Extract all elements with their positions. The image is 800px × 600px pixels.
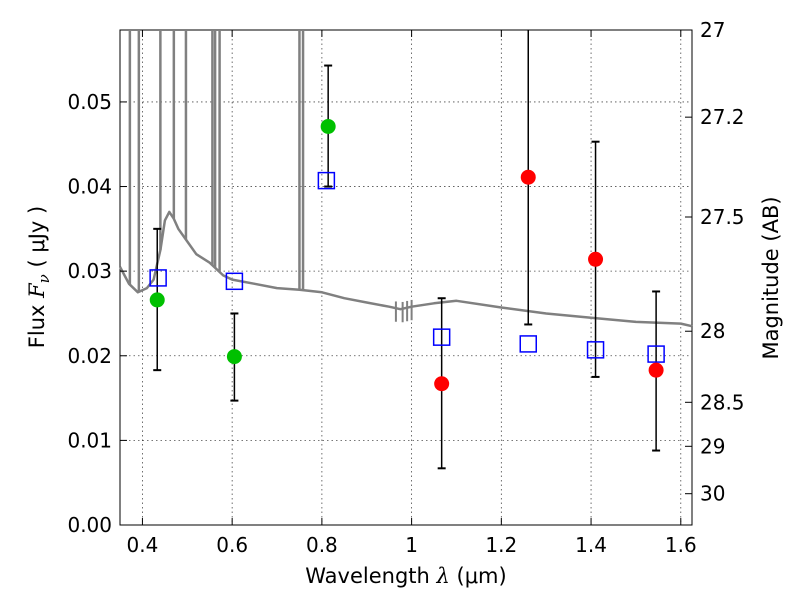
y-title-symbol: F bbox=[25, 282, 49, 299]
x-title-suffix: (μm) bbox=[450, 564, 507, 588]
model-photometry-square bbox=[432, 328, 451, 346]
detections-red-point bbox=[434, 376, 450, 392]
y-title-suffix: ( μJy ) bbox=[25, 206, 49, 274]
plot-frame bbox=[119, 29, 693, 526]
detections-green-point bbox=[226, 349, 242, 365]
y-tick-label: 0.03 bbox=[67, 259, 112, 283]
model-photometry-square bbox=[586, 341, 605, 359]
detections-red-point bbox=[648, 362, 664, 378]
spectrum-line bbox=[118, 210, 693, 328]
x-tick-label: 0.6 bbox=[216, 533, 248, 557]
y-axis-title: Flux Fν ( μJy ) bbox=[25, 206, 53, 348]
y2-tick-label: 29 bbox=[700, 434, 725, 458]
y-tick-label: 0.00 bbox=[67, 513, 112, 537]
grid-layer bbox=[120, 30, 692, 525]
x-title-prefix: Wavelength bbox=[305, 564, 436, 588]
y-tick-label: 0.05 bbox=[67, 90, 112, 114]
y-title-prefix: Flux bbox=[25, 298, 49, 348]
detections-red-point bbox=[588, 251, 604, 267]
y-tick-label: 0.01 bbox=[67, 428, 112, 452]
model-photometry-square bbox=[225, 272, 244, 291]
model-photometry-square bbox=[647, 345, 665, 363]
y-tick-label: 0.02 bbox=[67, 344, 112, 368]
x-tick-label: 1.6 bbox=[665, 533, 697, 557]
spectrum-layer bbox=[118, 30, 693, 328]
x-tick-label: 1.2 bbox=[485, 533, 517, 557]
y2-tick-label: 28 bbox=[700, 319, 725, 343]
detections-red-point bbox=[520, 169, 536, 185]
y2-tick-label: 27.5 bbox=[700, 205, 745, 229]
detections-green-point bbox=[149, 292, 165, 308]
y2-tick-label: 27.2 bbox=[700, 105, 745, 129]
y2-axis-title: Magnitude (AB) bbox=[759, 196, 783, 359]
y2-tick-label: 28.5 bbox=[700, 390, 745, 414]
y2-tick-label: 27 bbox=[700, 18, 725, 42]
marker-layer bbox=[149, 118, 665, 392]
model-photometry-square bbox=[317, 171, 336, 190]
x-tick-label: 1.4 bbox=[575, 533, 607, 557]
errorbar-layer bbox=[153, 30, 661, 470]
tick-layer: 0.4 0.6 0.8 1 1.2 1.4 1.6 0.00 0.01 0.02 0.03 0.04 0… bbox=[67, 18, 744, 557]
model-photometry-square bbox=[149, 269, 167, 287]
x-title-symbol: λ bbox=[436, 564, 450, 588]
model-photometry-square bbox=[519, 335, 538, 353]
x-tick-label: 1 bbox=[405, 533, 418, 557]
detections-green-point bbox=[320, 118, 336, 134]
y-tick-label: 0.04 bbox=[67, 175, 112, 199]
x-axis-title: Wavelength λ (μm) bbox=[305, 564, 506, 588]
x-tick-label: 0.8 bbox=[306, 533, 338, 557]
y-title-subscript: ν bbox=[35, 274, 53, 283]
y2-tick-label: 30 bbox=[700, 482, 725, 506]
x-tick-label: 0.4 bbox=[127, 533, 159, 557]
